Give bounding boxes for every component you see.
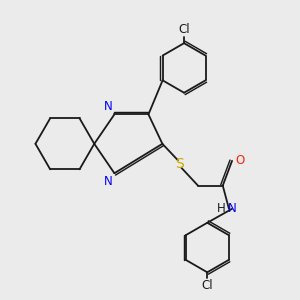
Text: N: N <box>104 175 113 188</box>
Text: N: N <box>104 100 113 113</box>
Text: Cl: Cl <box>202 279 213 292</box>
Text: N: N <box>227 202 236 215</box>
Text: H: H <box>217 202 225 215</box>
Text: Cl: Cl <box>178 23 190 36</box>
Text: S: S <box>175 157 184 171</box>
Text: O: O <box>235 154 244 167</box>
